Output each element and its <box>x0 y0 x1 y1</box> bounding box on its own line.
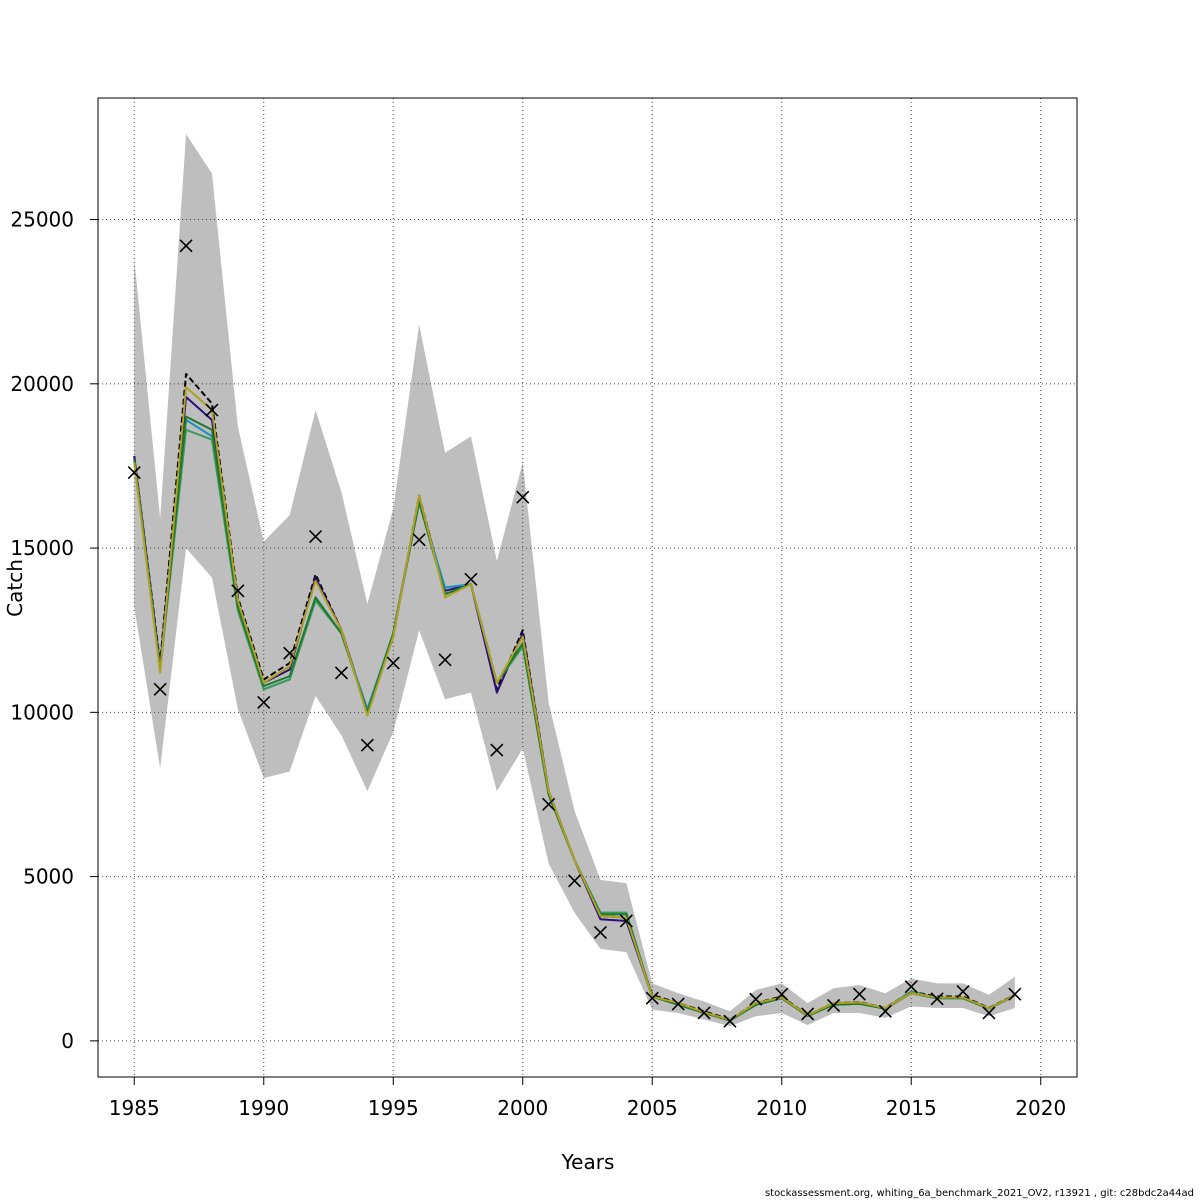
observed-point <box>749 992 763 1006</box>
observed-point <box>516 490 530 504</box>
observed-point-stroke <box>464 572 478 586</box>
observed-point <box>982 1006 996 1020</box>
observed-point <box>308 530 323 544</box>
y-tick-label: 15000 <box>10 536 74 560</box>
y-tick-label: 0 <box>61 1029 74 1053</box>
observed-point-stroke <box>490 743 504 757</box>
observed-point-stroke <box>308 530 323 544</box>
observed-point-stroke <box>775 987 789 1001</box>
observed-point <box>878 1004 892 1018</box>
observed-point <box>904 980 918 994</box>
observed-point-stroke <box>904 980 918 994</box>
observed-point <box>231 584 245 598</box>
observed-point-stroke <box>593 925 608 940</box>
x-tick-label: 2010 <box>756 1096 807 1120</box>
x-tick-label: 1985 <box>109 1096 160 1120</box>
observed-point <box>593 925 608 940</box>
observed-point <box>490 743 504 757</box>
series-line-6 <box>133 386 1016 1021</box>
observed-point-stroke <box>930 992 944 1006</box>
observed-point <box>567 874 582 888</box>
observed-point-stroke <box>179 239 193 253</box>
observed-point <box>205 403 219 417</box>
observed-point <box>334 666 349 680</box>
observed-point-stroke <box>231 584 245 598</box>
observed-point-stroke <box>516 490 530 504</box>
observed-point <box>801 1007 815 1021</box>
observed-point-stroke <box>257 695 271 710</box>
observed-point <box>723 1014 737 1028</box>
x-tick-label: 2015 <box>886 1096 937 1120</box>
series-line-1 <box>133 372 1016 1021</box>
observed-point-stroke <box>723 1014 737 1028</box>
observed-point-stroke <box>412 533 426 547</box>
y-tick-label: 10000 <box>10 700 74 724</box>
observed-point-stroke <box>619 914 633 928</box>
observed-point <box>697 1006 711 1020</box>
observed-point-stroke <box>956 985 970 999</box>
observed-point <box>412 533 426 547</box>
observed-point <box>360 738 374 752</box>
observed-point-stroke <box>334 666 349 680</box>
y-tick-label: 5000 <box>23 865 74 889</box>
series-layer <box>133 372 1016 1022</box>
x-tick-label: 2005 <box>627 1096 678 1120</box>
observed-point <box>852 987 867 1001</box>
x-tick-label: 1990 <box>238 1096 289 1120</box>
observed-point-stroke <box>801 1007 815 1021</box>
y-axis-title: Catch <box>3 559 27 617</box>
x-tick-label: 1995 <box>368 1096 419 1120</box>
observed-point <box>619 914 633 928</box>
observed-point-stroke <box>438 653 452 667</box>
observed-point-stroke <box>1008 987 1022 1001</box>
observed-point <box>671 997 685 1011</box>
observed-point-stroke <box>826 998 841 1012</box>
observed-point-stroke <box>153 682 167 696</box>
x-tick-label: 2000 <box>497 1096 548 1120</box>
observed-point-stroke <box>567 874 582 888</box>
observed-point-stroke <box>852 987 867 1001</box>
observed-point-stroke <box>360 738 374 752</box>
observed-point <box>153 682 167 696</box>
observed-point <box>464 572 478 586</box>
observed-point <box>826 998 841 1012</box>
observed-point-stroke <box>205 403 219 417</box>
observed-point-stroke <box>878 1004 892 1018</box>
y-tick-label: 20000 <box>10 372 74 396</box>
observed-point-stroke <box>127 465 141 480</box>
plot-frame <box>97 97 1078 1078</box>
observed-point <box>438 653 452 667</box>
x-axis-title: Years <box>561 1150 615 1174</box>
observed-point-stroke <box>386 656 400 670</box>
observed-point <box>257 695 271 710</box>
y-tick-label: 25000 <box>10 208 74 232</box>
observed-point <box>386 656 400 670</box>
observed-point-stroke <box>645 991 659 1005</box>
observed-point-stroke <box>283 646 297 660</box>
x-tick-label: 2020 <box>1015 1096 1066 1120</box>
observed-point-stroke <box>697 1006 711 1020</box>
observed-point-stroke <box>982 1006 996 1020</box>
observed-point <box>930 992 944 1006</box>
axis-layer: 1985 1990 1995 2000 2005 2010 2015 2020 0 5000 100… <box>10 208 1066 1120</box>
observed-point-stroke <box>749 992 763 1006</box>
confidence-band-layer <box>134 134 1015 1027</box>
observed-point <box>542 797 556 811</box>
observed-point <box>283 646 297 660</box>
confidence-band <box>134 134 1015 1027</box>
observed-point <box>956 985 970 999</box>
footer-credit: stockassessment.org, whiting_6a_benchmar… <box>764 1188 1194 1199</box>
observed-point <box>179 239 193 253</box>
observed-point-stroke <box>671 997 685 1011</box>
observed-points-layer <box>127 239 1022 1028</box>
observed-point <box>127 465 141 480</box>
observed-point <box>1008 987 1022 1001</box>
observed-point <box>645 991 659 1005</box>
observed-point-stroke <box>542 797 556 811</box>
observed-point <box>775 987 789 1001</box>
